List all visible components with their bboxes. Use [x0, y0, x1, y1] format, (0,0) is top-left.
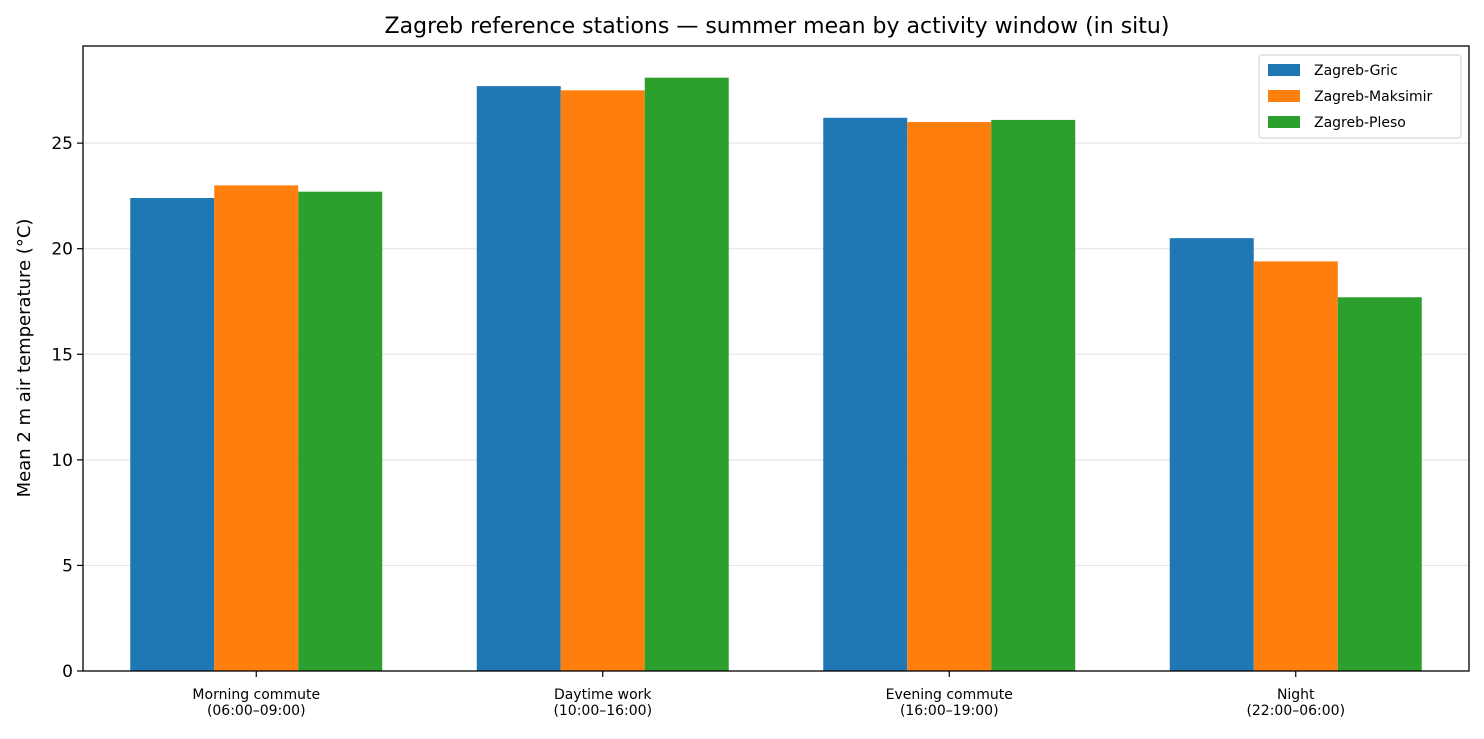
bar-zagreb-pleso: [644, 77, 729, 671]
chart-title: Zagreb reference stations — summer mean …: [385, 14, 1170, 39]
bar-zagreb-gric: [130, 198, 215, 671]
y-tick-label: 20: [51, 240, 73, 260]
bar-zagreb-maksimir: [560, 90, 645, 672]
y-tick-label: 0: [62, 662, 73, 682]
x-tick-label: (06:00–09:00): [207, 703, 306, 719]
bar-zagreb-maksimir: [907, 122, 992, 672]
bar-zagreb-gric: [823, 117, 908, 672]
legend-label: Zagreb-Maksimir: [1314, 89, 1433, 105]
y-axis-ticks: 0 5 10 15 20 25: [51, 134, 83, 682]
bar-zagreb-pleso: [991, 119, 1076, 671]
bar-zagreb-maksimir: [214, 185, 299, 672]
legend-swatch: [1268, 116, 1300, 128]
x-axis-ticks: Morning commute(06:00–09:00) Daytime work…: [192, 671, 1345, 719]
x-tick-label: Daytime work: [554, 687, 652, 703]
legend: Zagreb-Gric Zagreb-Maksimir Zagreb-Pleso: [1258, 54, 1462, 139]
bar-zagreb-gric: [476, 86, 561, 672]
bars: [130, 77, 1422, 672]
x-tick-label: (10:00–16:00): [553, 703, 652, 719]
plot-frame: [82, 45, 1470, 672]
y-tick-label: 25: [51, 134, 73, 154]
legend-swatch: [1268, 64, 1300, 76]
x-tick-label: (16:00–19:00): [900, 703, 999, 719]
bar-zagreb-pleso: [1337, 297, 1422, 671]
legend-label: Zagreb-Pleso: [1314, 115, 1406, 131]
x-tick-label: Night: [1277, 687, 1315, 703]
legend-box: [1258, 54, 1462, 139]
x-tick-label: Evening commute: [886, 687, 1013, 703]
x-tick-label: (22:00–06:00): [1246, 703, 1345, 719]
y-tick-label: 10: [51, 451, 73, 471]
legend-label: Zagreb-Gric: [1314, 63, 1398, 79]
bar-zagreb-pleso: [298, 191, 383, 671]
y-tick-label: 15: [51, 345, 73, 365]
y-tick-label: 5: [62, 556, 73, 576]
x-tick-label: Morning commute: [192, 687, 320, 703]
bar-zagreb-maksimir: [1253, 261, 1338, 671]
bar-zagreb-gric: [1169, 238, 1254, 671]
legend-swatch: [1268, 90, 1300, 102]
y-axis-label: Mean 2 m air temperature (°C): [14, 219, 35, 498]
